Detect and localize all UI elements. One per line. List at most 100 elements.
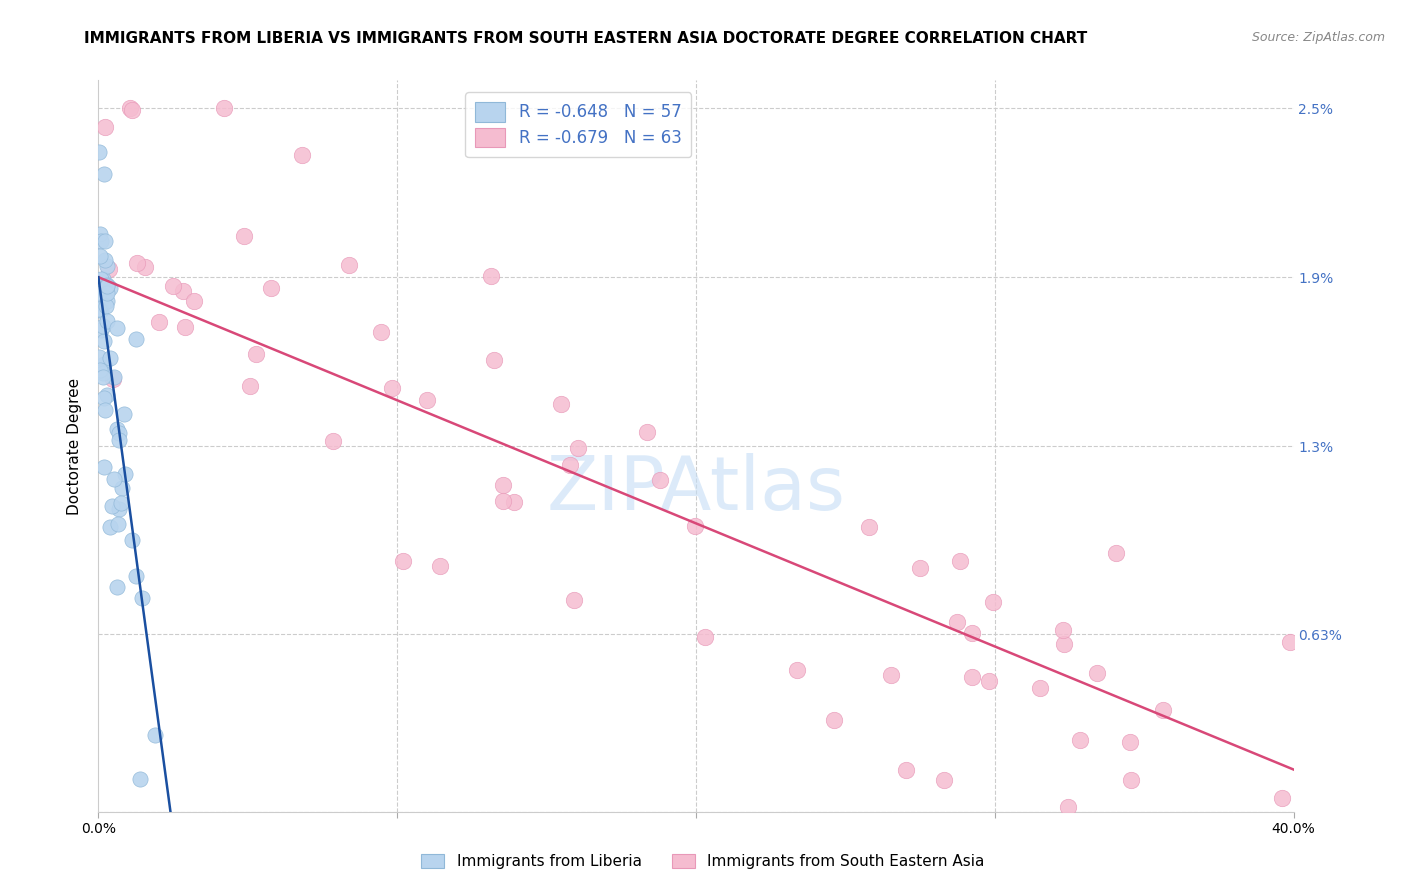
Point — [90, 302, 112, 317]
Point — [131, 591, 153, 605]
Point — [98, 281, 121, 295]
Point — [93, 290, 115, 304]
Point — [93, 167, 115, 181]
Point — [110, 481, 132, 495]
Point — [174, 320, 197, 334]
Legend: Immigrants from Liberia, Immigrants from South Eastern Asia: Immigrants from Liberia, Immigrants from… — [415, 848, 991, 875]
Point — [291, 148, 314, 162]
Point — [981, 595, 1004, 609]
Point — [89, 302, 111, 317]
Point — [121, 533, 143, 547]
Point — [96, 277, 118, 292]
Point — [1119, 734, 1142, 748]
Text: IMMIGRANTS FROM LIBERIA VS IMMIGRANTS FROM SOUTH EASTERN ASIA DOCTORATE DEGREE C: IMMIGRANTS FROM LIBERIA VS IMMIGRANTS FR… — [84, 31, 1088, 46]
Point — [94, 253, 117, 268]
Point — [98, 520, 121, 534]
Point — [148, 315, 170, 329]
Y-axis label: Doctorate Degree: Doctorate Degree — [67, 377, 83, 515]
Point — [946, 615, 969, 629]
Point — [233, 229, 256, 244]
Point — [392, 554, 415, 568]
Point — [90, 235, 112, 249]
Point — [112, 408, 135, 422]
Point — [91, 318, 114, 333]
Point — [108, 425, 131, 440]
Point — [977, 673, 1000, 688]
Point — [101, 372, 124, 386]
Text: Source: ZipAtlas.com: Source: ZipAtlas.com — [1251, 31, 1385, 45]
Point — [96, 294, 118, 309]
Point — [94, 285, 117, 300]
Point — [492, 493, 515, 508]
Point — [93, 391, 115, 405]
Point — [162, 278, 184, 293]
Point — [125, 256, 148, 270]
Point — [562, 593, 585, 607]
Point — [121, 103, 143, 118]
Point — [103, 472, 125, 486]
Point — [97, 261, 120, 276]
Point — [129, 772, 152, 786]
Point — [134, 260, 156, 275]
Point — [558, 458, 581, 473]
Point — [1105, 546, 1128, 560]
Point — [89, 351, 111, 365]
Point — [110, 496, 132, 510]
Point — [98, 351, 121, 365]
Point — [1271, 791, 1294, 805]
Point — [96, 387, 118, 401]
Point — [1069, 732, 1091, 747]
Point — [93, 120, 115, 134]
Point — [108, 501, 131, 516]
Point — [1029, 681, 1052, 695]
Point — [381, 380, 404, 394]
Point — [1053, 637, 1076, 651]
Point — [1052, 624, 1074, 638]
Point — [89, 362, 111, 376]
Point — [105, 580, 128, 594]
Point — [96, 285, 118, 300]
Point — [960, 626, 983, 640]
Point — [90, 272, 112, 286]
Point — [93, 334, 115, 348]
Point — [960, 670, 983, 684]
Point — [322, 434, 344, 449]
Point — [105, 321, 128, 335]
Point — [693, 630, 716, 644]
Point — [91, 370, 114, 384]
Point — [880, 667, 903, 681]
Point — [90, 323, 112, 337]
Point — [87, 301, 110, 316]
Point — [114, 467, 136, 482]
Point — [96, 279, 118, 293]
Point — [124, 569, 146, 583]
Point — [823, 713, 845, 727]
Point — [89, 248, 111, 262]
Point — [103, 369, 125, 384]
Point — [89, 145, 111, 160]
Point — [685, 518, 707, 533]
Point — [183, 293, 205, 308]
Point — [172, 284, 194, 298]
Point — [260, 281, 283, 295]
Point — [107, 516, 129, 531]
Point — [894, 763, 917, 777]
Point — [89, 285, 111, 300]
Point — [212, 102, 235, 116]
Point — [93, 357, 115, 371]
Point — [125, 332, 148, 346]
Point — [636, 425, 658, 440]
Point — [479, 269, 502, 284]
Legend: R = -0.648   N = 57, R = -0.679   N = 63: R = -0.648 N = 57, R = -0.679 N = 63 — [465, 92, 692, 157]
Point — [484, 352, 506, 367]
Point — [91, 272, 114, 286]
Point — [94, 403, 117, 417]
Point — [105, 422, 128, 436]
Point — [94, 299, 117, 313]
Point — [429, 559, 451, 574]
Point — [567, 441, 589, 455]
Point — [120, 102, 142, 116]
Point — [370, 326, 392, 340]
Point — [143, 728, 166, 742]
Point — [503, 494, 526, 508]
